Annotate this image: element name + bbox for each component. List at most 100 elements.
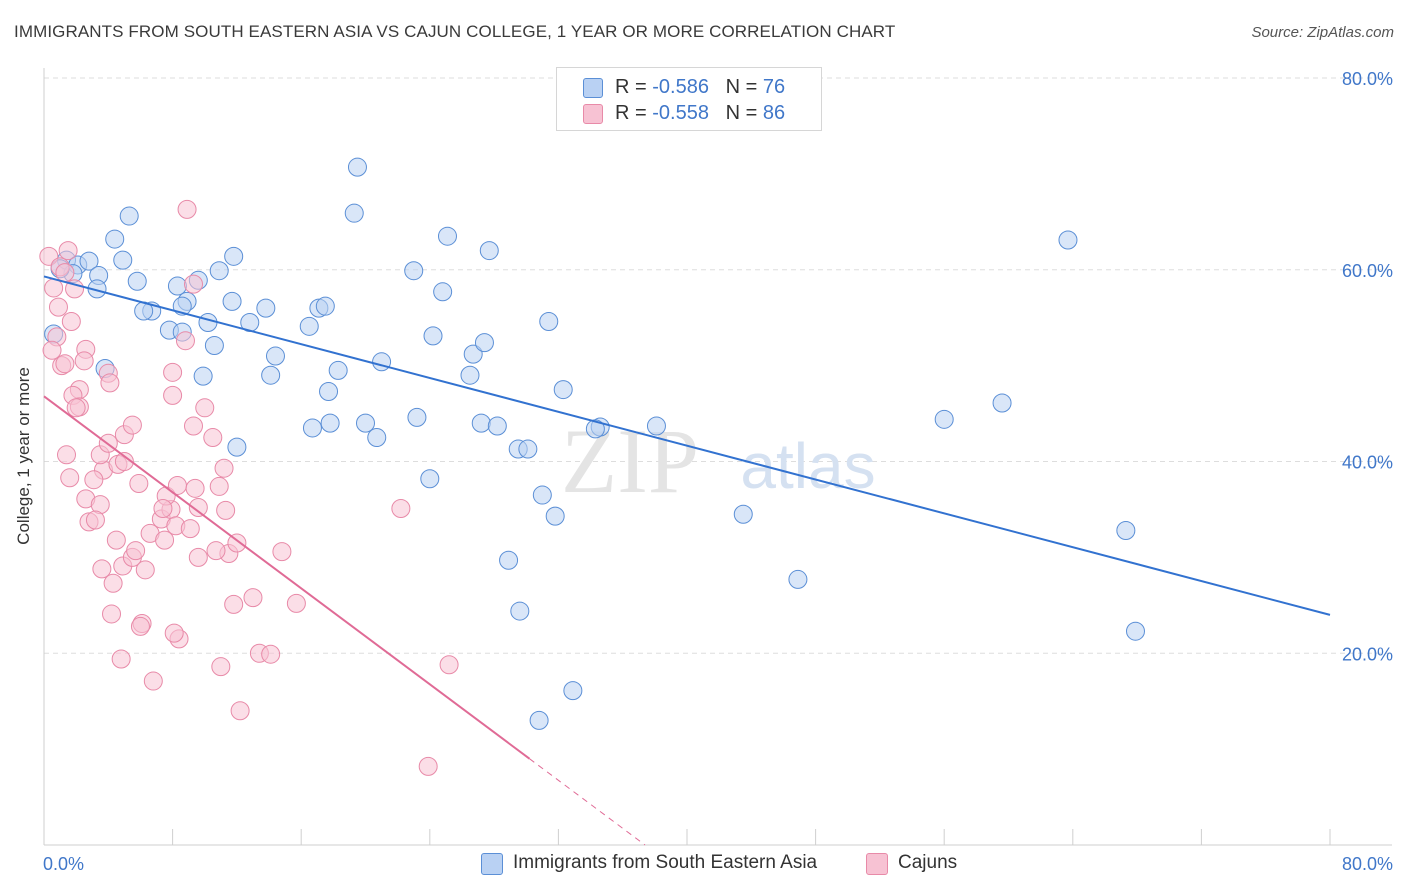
point-blue: [261, 365, 281, 385]
point-pink: [61, 312, 81, 332]
legend-swatch-blue: [583, 78, 603, 98]
legend-r-label: R =: [615, 76, 653, 98]
point-pink: [188, 498, 208, 518]
point-pink: [111, 649, 131, 669]
series-pink-points: [39, 199, 459, 776]
point-pink: [92, 559, 112, 579]
point-blue: [315, 296, 335, 316]
point-pink: [203, 428, 223, 448]
point-pink: [55, 354, 75, 374]
point-blue: [423, 326, 443, 346]
trend-lines: [43, 275, 1331, 846]
point-pink: [130, 616, 150, 636]
legend-label-pink: Cajuns: [898, 852, 958, 873]
point-blue: [367, 428, 387, 448]
point-blue: [119, 206, 139, 226]
point-pink: [155, 530, 175, 550]
legend-n-label: N =: [725, 76, 763, 98]
point-blue: [198, 312, 218, 332]
point-pink: [129, 474, 149, 494]
point-pink: [106, 530, 126, 550]
y-tick-label: 60.0%: [1342, 261, 1393, 281]
point-blue: [460, 365, 480, 385]
point-blue: [193, 366, 213, 386]
point-pink: [177, 199, 197, 219]
point-blue: [433, 282, 453, 302]
point-blue: [471, 413, 491, 433]
stats-legend: R = -0.586 N = 76 R = -0.558 N = 86: [556, 67, 822, 131]
point-blue: [204, 335, 224, 355]
point-blue: [1058, 230, 1078, 250]
point-pink: [195, 398, 215, 418]
point-pink: [60, 468, 80, 488]
tick-labels: 20.0% 40.0% 60.0% 80.0% 0.0% 80.0%: [43, 69, 1393, 874]
point-blue: [105, 229, 125, 249]
point-blue: [545, 506, 565, 526]
source-credit: Source: ZipAtlas.com: [1251, 24, 1394, 41]
legend-swatch-blue: [481, 853, 503, 875]
point-blue: [347, 157, 367, 177]
legend-swatch-pink: [583, 104, 603, 124]
point-blue: [499, 550, 519, 570]
point-pink: [126, 541, 146, 561]
point-blue: [539, 312, 559, 332]
point-pink: [48, 297, 68, 317]
legend-n-label: N =: [725, 102, 763, 124]
point-pink: [42, 340, 62, 360]
point-blue: [222, 291, 242, 311]
trend-line: [43, 275, 1331, 616]
point-pink: [143, 671, 163, 691]
y-axis-label: College, 1 year or more: [14, 367, 33, 545]
point-blue: [265, 346, 285, 366]
point-blue: [1125, 621, 1145, 641]
point-blue: [563, 681, 583, 701]
point-pink: [286, 593, 306, 613]
point-pink: [122, 415, 142, 435]
point-blue: [404, 261, 424, 281]
watermark-zip: ZIP: [561, 410, 699, 512]
point-blue: [487, 416, 507, 436]
point-pink: [163, 385, 183, 405]
point-pink: [261, 644, 281, 664]
point-blue: [529, 710, 549, 730]
point-pink: [206, 541, 226, 561]
legend-swatch-pink: [866, 853, 888, 875]
point-pink: [214, 458, 234, 478]
point-blue: [733, 504, 753, 524]
point-pink: [185, 478, 205, 498]
point-blue: [328, 360, 348, 380]
point-blue: [1116, 521, 1136, 541]
point-blue: [518, 439, 538, 459]
point-blue: [227, 437, 247, 457]
point-blue: [934, 409, 954, 429]
point-blue: [299, 316, 319, 336]
point-blue: [224, 246, 244, 266]
point-blue: [319, 382, 339, 402]
point-blue: [209, 261, 229, 281]
point-blue: [553, 380, 573, 400]
point-blue: [113, 250, 133, 270]
y-tick-label: 40.0%: [1342, 453, 1393, 473]
point-pink: [224, 594, 244, 614]
point-pink: [84, 470, 104, 490]
point-pink: [243, 588, 263, 608]
point-pink: [163, 362, 183, 382]
point-blue: [510, 601, 530, 621]
point-blue: [344, 203, 364, 223]
point-pink: [391, 498, 411, 518]
point-pink: [227, 533, 247, 553]
point-pink: [103, 573, 123, 593]
trend-line-extension: [529, 758, 646, 846]
point-blue: [992, 393, 1012, 413]
point-blue: [788, 569, 808, 589]
point-blue: [356, 413, 375, 433]
point-pink: [65, 279, 85, 299]
point-blue: [372, 352, 392, 372]
point-pink: [85, 510, 105, 530]
point-pink: [175, 331, 195, 351]
chart-title: IMMIGRANTS FROM SOUTH EASTERN ASIA VS CA…: [14, 22, 896, 41]
x-tick-label: 80.0%: [1342, 854, 1393, 874]
x-tick-label: 0.0%: [43, 854, 84, 874]
point-pink: [57, 445, 77, 465]
